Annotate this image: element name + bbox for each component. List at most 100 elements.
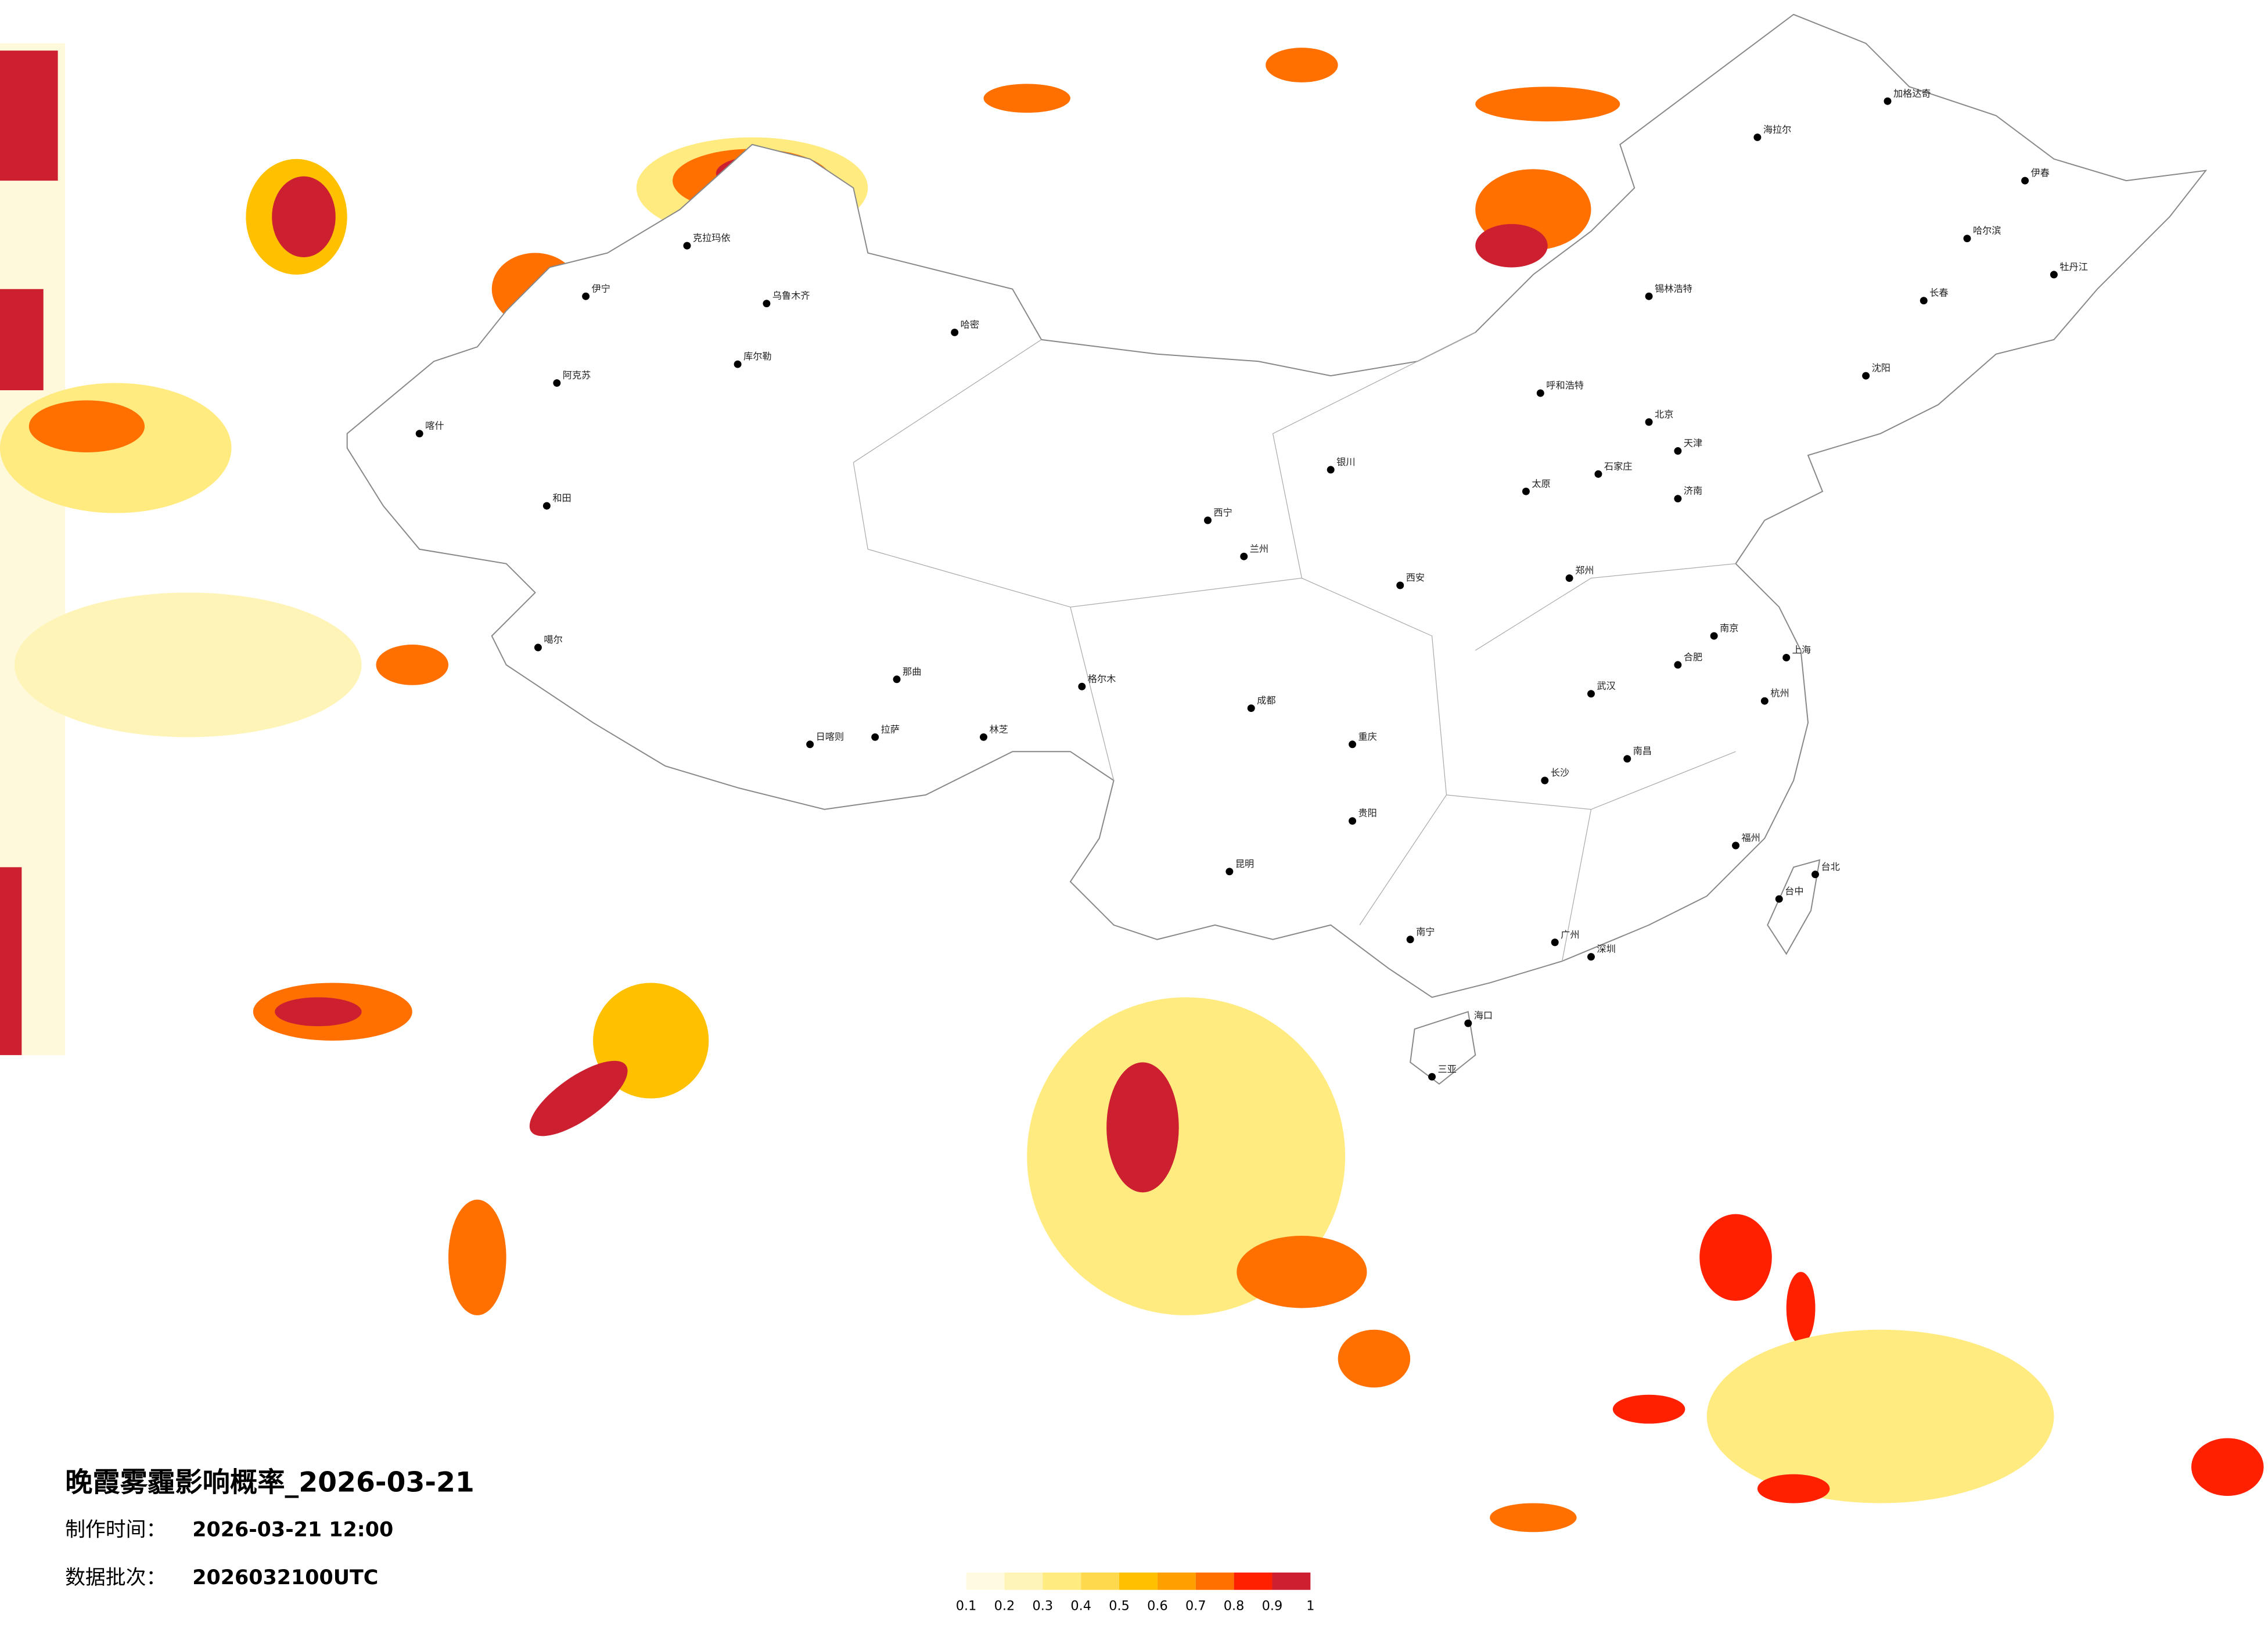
city-label: 加格达奇 [1893,88,1931,99]
city-label: 银川 [1336,456,1355,467]
legend-tick-label: 0.3 [1033,1599,1054,1614]
legend-tick-label: 0.1 [956,1599,977,1614]
city-dot [1406,936,1414,944]
city-dot [683,242,691,250]
city-dot [582,292,590,300]
city-dot [1225,868,1234,876]
city-dot [1551,938,1559,947]
legend-tick-label: 0.4 [1070,1599,1091,1614]
city-label: 台中 [1785,886,1803,897]
city-dot [415,430,423,438]
city-label: 牡丹江 [2059,261,2088,272]
city-dot [1565,574,1573,582]
city-label: 喀什 [425,420,444,431]
city-label: 成都 [1257,695,1275,706]
city-label: 沈阳 [1872,362,1890,373]
city-label: 昆明 [1235,858,1254,869]
city-dot [1674,661,1682,669]
legend-tick-label: 0.9 [1262,1599,1283,1614]
city-dot [1674,495,1682,503]
city-dot [1862,372,1870,380]
map-title: 晚霞雾霾影响概率_2026-03-21 [65,1467,475,1499]
city-dot [1587,690,1595,698]
city-label: 哈尔滨 [1973,225,2001,236]
legend-swatch [1043,1572,1081,1590]
city-label: 拉萨 [881,724,900,735]
legend: 0.1 0.2 0.3 0.4 0.5 0.6 0.7 0.8 0.9 1 [956,1572,1314,1614]
city-dot [1753,133,1762,141]
legend-tick-label: 0.8 [1224,1599,1245,1614]
city-dot [1247,704,1255,713]
city-label: 锡林浩特 [1655,283,1692,294]
batch-value: 2026032100UTC [192,1566,378,1589]
city-dot [1963,235,1971,243]
city-dot [1428,1073,1436,1081]
city-label: 海口 [1474,1010,1493,1021]
city-dot [542,502,551,510]
city-dot [871,733,879,741]
city-dot [1240,552,1248,560]
city-dot [1645,418,1653,426]
city-label: 海拉尔 [1763,124,1792,135]
city-dot [1078,682,1086,690]
city-dot [1541,776,1549,785]
city-dot [1645,292,1653,300]
city-label: 西安 [1406,572,1425,583]
city-dot [1204,516,1212,524]
city-label: 格尔木 [1088,673,1116,684]
city-dot [1811,870,1819,879]
city-dot [763,300,771,308]
city-label: 库尔勒 [743,351,772,362]
city-label: 郑州 [1575,565,1594,576]
city-label: 林芝 [989,724,1008,735]
city-label: 乌鲁木齐 [772,290,810,301]
city-label: 长春 [1929,287,1948,298]
city-label: 济南 [1684,485,1702,497]
production-time-value: 2026-03-21 12:00 [192,1519,393,1542]
city-label: 伊春 [2031,167,2050,178]
city-label: 伊宁 [592,283,610,294]
city-dot [1623,755,1631,763]
city-label: 南昌 [1633,746,1652,757]
legend-swatch [1119,1572,1158,1590]
batch-label: 数据批次： [65,1566,166,1589]
city-label: 和田 [552,492,571,503]
legend-tick-label: 0.7 [1185,1599,1206,1614]
city-dot [1775,895,1783,903]
legend-tick-label: 0.6 [1147,1599,1168,1614]
city-label: 克拉玛依 [693,232,731,243]
legend-swatch [1272,1572,1311,1590]
city-label: 石家庄 [1604,461,1633,472]
city-label: 台北 [1821,861,1839,872]
city-dot [1396,581,1404,589]
city-dot [951,328,959,336]
production-time-label: 制作时间： [65,1519,166,1542]
city-label: 南宁 [1416,926,1435,937]
city-dot [1732,841,1739,850]
city-label: 呼和浩特 [1546,380,1584,391]
city-label: 广州 [1561,929,1579,940]
city-dot [1884,97,1892,105]
legend-swatch [1234,1572,1273,1590]
city-dot [1587,953,1595,961]
city-label: 武汉 [1597,681,1615,692]
city-label: 长沙 [1551,767,1569,778]
legend-tick-label: 0.5 [1109,1599,1130,1614]
city-dot [980,733,987,741]
city-dot [1594,470,1602,478]
city-dot [553,379,561,387]
city-label: 合肥 [1684,652,1702,663]
city-label: 上海 [1792,645,1811,656]
city-dot [1349,740,1357,749]
legend-swatch [1081,1572,1120,1590]
legend-tick-label: 1 [1306,1599,1314,1614]
legend-swatch [966,1572,1005,1590]
legend-swatch [1004,1572,1043,1590]
city-label: 杭州 [1770,688,1789,699]
city-label: 噶尔 [544,634,562,645]
city-label: 深圳 [1597,944,1615,955]
city-dot [1349,817,1357,825]
